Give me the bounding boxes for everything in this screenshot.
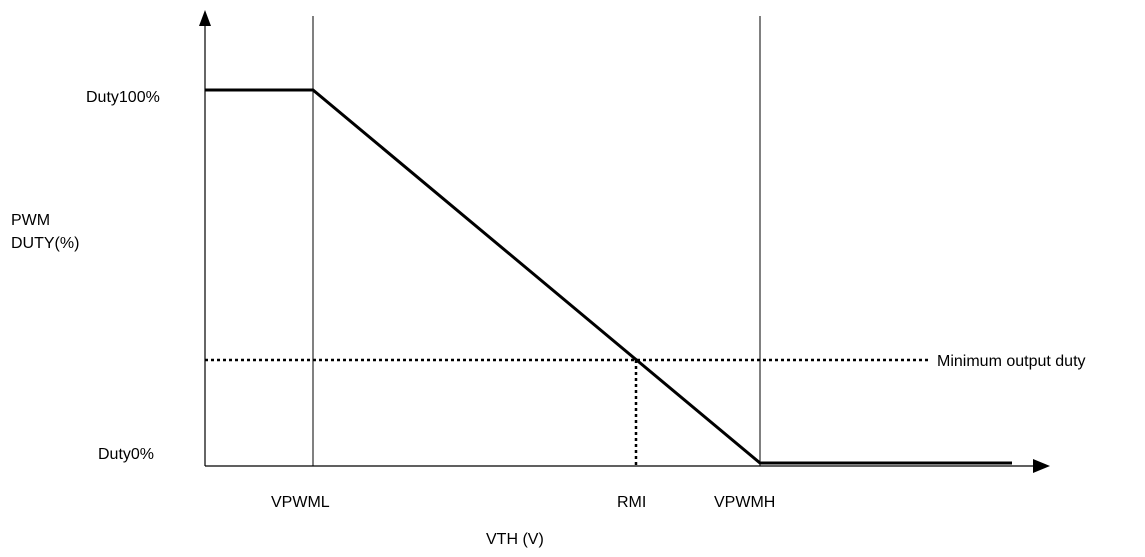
duty-series-line <box>205 88 1012 465</box>
y-tick-label-top: Duty100% <box>86 89 160 106</box>
x-tick-label-vpwml: VPWML <box>271 494 330 511</box>
y-axis-label-line-2: DUTY(%) <box>11 235 79 252</box>
min-duty-label: Minimum output duty <box>937 353 1086 370</box>
y-axis-label-line-1: PWM <box>11 212 50 229</box>
x-tick-label-vpwmh: VPWMH <box>714 494 775 511</box>
y-tick-label-bottom: Duty0% <box>98 446 154 463</box>
y-axis-arrow-icon <box>199 10 211 26</box>
x-axis-label: VTH (V) <box>486 531 544 548</box>
x-axis-arrow-icon <box>1033 459 1050 473</box>
x-tick-label-rmi: RMI <box>617 494 646 511</box>
